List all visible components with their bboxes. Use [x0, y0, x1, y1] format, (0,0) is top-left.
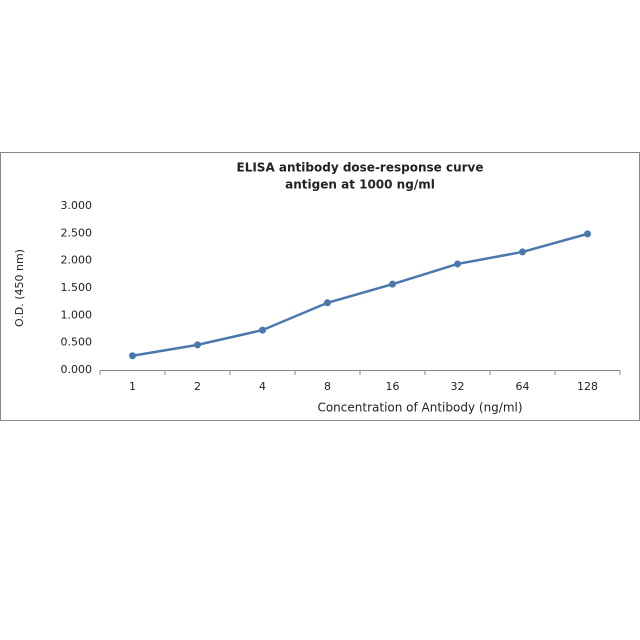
chart-subtitle: antigen at 1000 ng/ml: [285, 178, 435, 192]
y-tick-label: 3.000: [61, 199, 93, 212]
y-tick-label: 0.000: [61, 363, 93, 376]
point: [519, 248, 526, 256]
y-tick-label: 1.500: [61, 281, 93, 294]
chart-frame: [0, 152, 640, 421]
point: [389, 280, 396, 288]
x-tick-label: 64: [516, 380, 530, 393]
y-tick-label: 0.500: [61, 336, 93, 349]
x-tick-label: 16: [386, 380, 400, 393]
chart-title: ELISA antibody dose-response curve: [237, 161, 484, 175]
point: [454, 260, 461, 268]
point: [194, 341, 201, 349]
x-tick-label: 1: [129, 380, 136, 393]
point: [129, 352, 136, 360]
y-tick-label: 2.000: [61, 254, 93, 267]
x-tick-label: 4: [259, 380, 266, 393]
y-tick-label: 1.000: [61, 308, 93, 321]
point: [324, 299, 331, 307]
y-axis-label: O.D. (450 nm): [13, 249, 26, 327]
point: [584, 230, 591, 238]
x-tick-label: 32: [451, 380, 465, 393]
x-tick-label: 128: [577, 380, 598, 393]
point: [259, 326, 266, 334]
x-axis-label: Concentration of Antibody (ng/ml): [317, 401, 522, 415]
x-tick-label: 8: [324, 380, 331, 393]
y-tick-label: 2.500: [61, 226, 93, 239]
line: [132, 232, 588, 358]
x-tick-label: 2: [194, 380, 201, 393]
